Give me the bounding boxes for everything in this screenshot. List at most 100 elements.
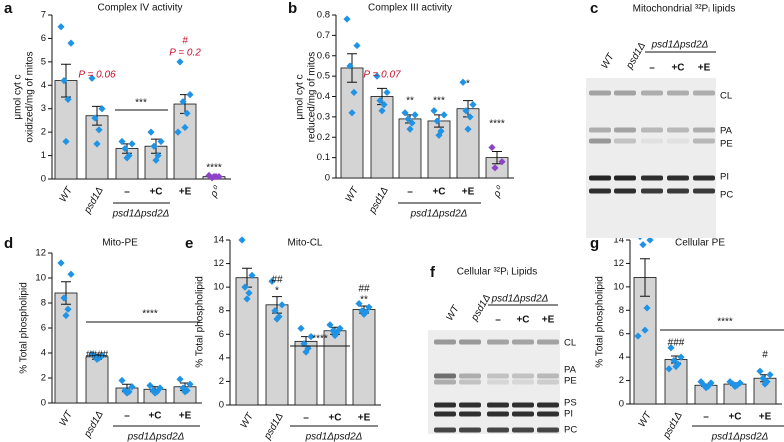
data-point bbox=[670, 357, 678, 365]
data-point bbox=[176, 58, 184, 66]
data-point bbox=[186, 380, 194, 388]
annotation: P = 0.2 bbox=[169, 48, 201, 59]
x-tick-label: WT bbox=[637, 410, 655, 430]
panel-letter: f bbox=[430, 264, 436, 281]
data-point bbox=[430, 107, 438, 115]
data-point bbox=[128, 383, 136, 391]
data-point bbox=[498, 158, 506, 166]
data-point bbox=[91, 114, 99, 122]
gel-band bbox=[641, 90, 663, 96]
data-point bbox=[123, 389, 131, 397]
x-tick-label: psd1Δ bbox=[262, 411, 286, 442]
y-tick-label: 0 bbox=[41, 174, 46, 185]
annotation: **** bbox=[312, 334, 328, 345]
data-point bbox=[761, 380, 769, 388]
gel-band bbox=[693, 127, 715, 133]
data-point bbox=[674, 360, 682, 368]
annotation: * bbox=[275, 286, 279, 297]
lane-label: WT bbox=[599, 51, 617, 71]
gel-band bbox=[641, 188, 663, 194]
x-tick-label: +E bbox=[179, 187, 192, 198]
y-axis-label: % Total phospholipid bbox=[195, 276, 206, 368]
gel-band bbox=[487, 339, 509, 345]
data-point bbox=[346, 62, 354, 70]
chart-title: Mito-CL bbox=[287, 238, 322, 249]
data-point bbox=[677, 353, 685, 361]
data-point bbox=[157, 137, 165, 146]
data-point bbox=[488, 143, 496, 152]
x-tick-label: WT bbox=[239, 411, 257, 431]
y-tick-label: 0.1 bbox=[317, 152, 330, 163]
annotation: * bbox=[466, 79, 470, 90]
x-tick-label: psd1Δ bbox=[82, 185, 106, 216]
annotation: *** bbox=[433, 96, 445, 107]
gel-band bbox=[434, 411, 456, 417]
bar bbox=[352, 309, 376, 406]
group-label: psd1Δpsd2Δ bbox=[711, 432, 769, 442]
lane-label: +C bbox=[516, 315, 529, 326]
gel-band bbox=[614, 127, 636, 133]
y-tick-label: 12 bbox=[35, 248, 46, 259]
data-point bbox=[378, 107, 386, 115]
data-point bbox=[665, 365, 673, 373]
band-label: PA bbox=[564, 365, 577, 376]
y-tick-label: 0.3 bbox=[317, 111, 330, 122]
y-tick-label: 4 bbox=[41, 80, 46, 91]
x-tick-label: WT bbox=[58, 185, 76, 205]
data-point bbox=[64, 95, 72, 103]
data-point bbox=[411, 111, 419, 119]
band-label: CL bbox=[720, 91, 732, 102]
data-point bbox=[268, 277, 276, 285]
panel-letter: g bbox=[590, 235, 599, 252]
data-point bbox=[118, 376, 126, 385]
y-tick-label: 2 bbox=[219, 376, 224, 387]
x-tick-label: WT bbox=[58, 409, 76, 429]
data-point bbox=[707, 379, 715, 387]
data-point bbox=[383, 88, 391, 97]
annotation: ** bbox=[406, 96, 414, 107]
x-tick-label: +E bbox=[179, 411, 192, 422]
gel-band bbox=[487, 373, 509, 379]
panel-letter: e bbox=[185, 235, 193, 252]
data-point bbox=[273, 315, 281, 323]
gel-band bbox=[512, 339, 534, 345]
x-tick-label: +C bbox=[432, 187, 445, 198]
gel-band bbox=[589, 138, 611, 144]
x-tick-label: – bbox=[124, 187, 130, 198]
x-tick-label: +C bbox=[328, 413, 341, 424]
annotation: **** bbox=[489, 119, 505, 130]
data-point bbox=[440, 111, 448, 119]
annotation: P = 0.07 bbox=[363, 70, 401, 81]
data-point bbox=[380, 101, 388, 109]
gel-band bbox=[459, 411, 481, 417]
data-point bbox=[459, 78, 467, 86]
gel-band bbox=[537, 379, 559, 385]
data-point bbox=[67, 39, 75, 47]
gel-title: Mitochondrial ³²Pᵢ lipids bbox=[633, 4, 736, 15]
annotation: **** bbox=[206, 163, 222, 174]
data-point bbox=[756, 367, 764, 375]
gel-band bbox=[512, 379, 534, 385]
gel-title: Cellular ³²Pᵢ Lipids bbox=[457, 267, 538, 278]
data-point bbox=[435, 131, 443, 139]
data-point bbox=[672, 362, 680, 371]
data-point bbox=[404, 115, 412, 123]
data-point bbox=[401, 109, 409, 117]
lane-label: – bbox=[495, 315, 501, 326]
x-tick-label: WT bbox=[344, 185, 362, 205]
data-point bbox=[181, 388, 189, 396]
gel-image bbox=[586, 78, 716, 238]
data-point bbox=[151, 389, 159, 397]
annotation: P = 0.06 bbox=[78, 70, 116, 81]
annotation: ## bbox=[358, 284, 370, 295]
y-tick-label: 4 bbox=[619, 352, 624, 363]
data-point bbox=[331, 331, 339, 340]
x-tick-label: +E bbox=[759, 412, 772, 423]
band-label: PS bbox=[564, 398, 577, 409]
data-point bbox=[210, 173, 218, 181]
data-point bbox=[365, 303, 373, 311]
data-point bbox=[181, 123, 189, 132]
y-tick-label: 14 bbox=[613, 235, 624, 246]
data-point bbox=[462, 107, 470, 115]
